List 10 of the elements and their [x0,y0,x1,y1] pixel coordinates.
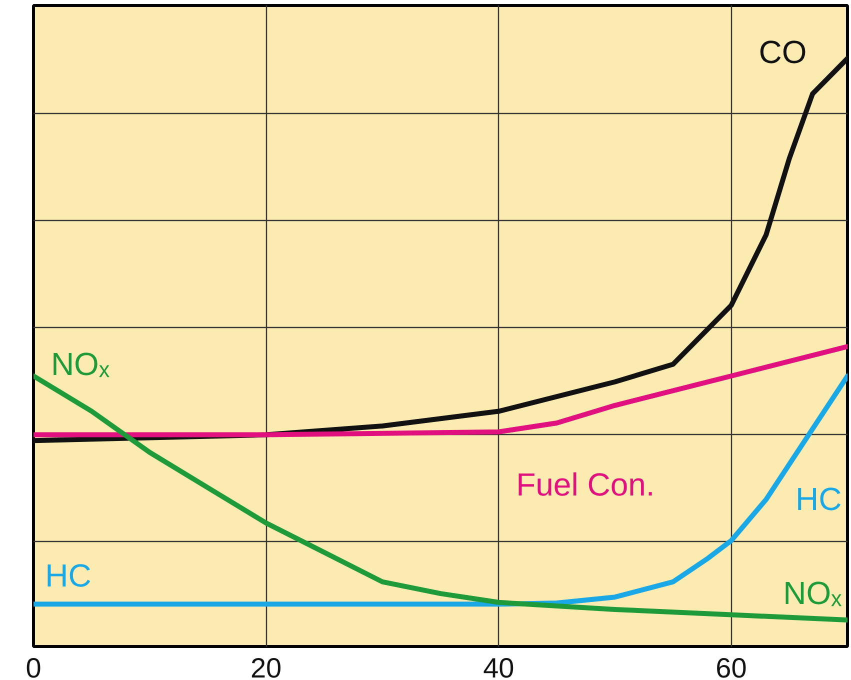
x-tick-label: 60 [716,652,747,680]
x-tick-label: 20 [250,652,282,680]
x-tick-label: 0 [26,652,42,680]
text: HC [795,481,842,518]
series-label: Fuel Con. [516,466,655,502]
series-label: CO [758,34,807,70]
text: NOₓ [783,575,842,612]
series-label: HC [45,558,92,594]
x-tick-label: 40 [483,652,514,680]
series-label: NOₓ [50,346,110,382]
